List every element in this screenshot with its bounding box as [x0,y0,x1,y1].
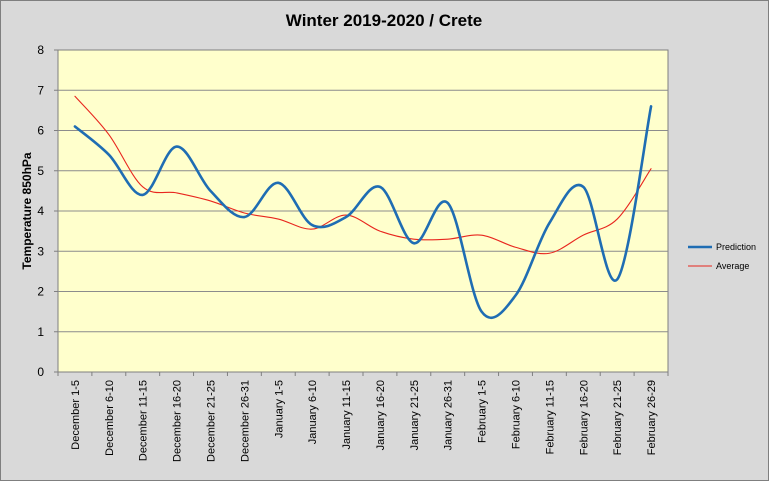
x-tick-label: February 11-15 [544,380,556,454]
series-line-prediction [73,105,653,319]
x-tick-label: January 16-20 [375,380,387,450]
chart-title: Winter 2019-2020 / Crete [286,11,482,30]
x-tick-label: February 1-5 [477,380,489,443]
y-tick-label: 2 [37,285,44,299]
x-tick-label: January 6-10 [307,380,319,444]
y-tick-label: 3 [37,244,44,258]
x-tick-label: December 26-31 [239,380,251,462]
legend: Prediction Average [688,242,756,271]
x-tick-label: January 11-15 [341,380,353,450]
x-tick-label: February 21-25 [612,380,624,455]
x-tick-label: December 16-20 [172,380,184,462]
y-tick-label: 7 [37,83,44,97]
x-tick-label: January 26-31 [443,380,455,450]
y-tick-label: 6 [37,124,44,138]
series-lines [73,95,653,319]
x-tick-label: February 16-20 [578,380,590,455]
y-tick-label: 4 [37,204,44,218]
x-tick-label: December 11-15 [138,380,150,461]
x-tick-label: February 26-29 [646,380,658,455]
y-tick-label: 1 [37,325,44,339]
x-tick-label: January 1-5 [273,380,285,438]
x-tick-label: January 21-25 [409,380,421,450]
x-tick-label: December 6-10 [104,380,116,456]
legend-label-average: Average [716,261,749,271]
x-tick-label: December 21-25 [206,380,218,462]
series-line-average [74,95,652,255]
x-tick-label: February 6-10 [511,380,523,449]
y-axis-label: Temperature 850hPa [20,152,34,269]
legend-label-prediction: Prediction [716,242,756,252]
x-tick-label: December 1-5 [70,380,82,450]
y-axis-ticks: 0 1 2 3 4 5 6 7 8 [37,43,58,379]
x-axis-ticks: December 1-5 December 6-10 December 11-15 D… [57,372,669,462]
y-tick-label: 5 [37,164,44,178]
y-tick-label: 8 [37,43,44,57]
y-tick-label: 0 [37,365,44,379]
